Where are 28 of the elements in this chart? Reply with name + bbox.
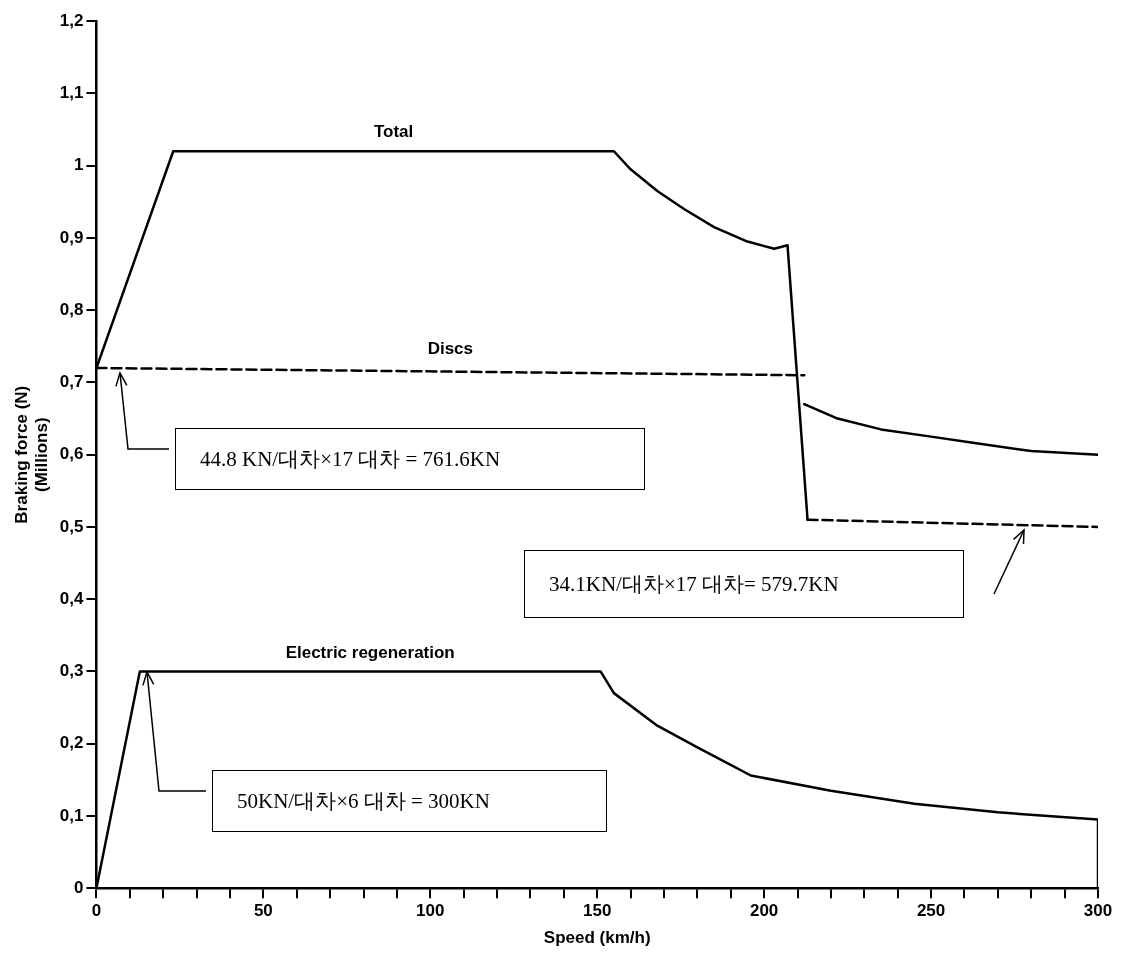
y-tick-label: 0,8	[59, 299, 84, 319]
y-tick-label: 0,3	[59, 661, 84, 681]
x-tick-label: 250	[916, 901, 946, 921]
x-tick-label: 100	[416, 901, 445, 921]
x-tick-label: 150	[583, 901, 612, 921]
x-tick-label: 300	[1083, 901, 1113, 921]
x-tick-label: 200	[749, 901, 779, 921]
x-tick-label: 0	[91, 901, 102, 921]
y-tick-label: 0,7	[59, 372, 84, 392]
x-tick-label: 50	[253, 901, 273, 921]
y-tick-label: 0,9	[59, 227, 84, 247]
y-tick-label: 1,1	[59, 83, 84, 103]
y-tick-label: 0,6	[59, 444, 84, 464]
y-tick-label: 1,2	[59, 10, 84, 30]
y-tick-label: 1	[73, 155, 84, 175]
y-tick-label: 0,5	[59, 516, 84, 536]
y-axis-title: Braking force (N) (Millions)	[11, 385, 52, 524]
annotation: 50KN/대차×6 대차 = 300KN	[237, 788, 490, 814]
y-tick-label: 0	[73, 877, 84, 897]
series-label: Total	[373, 122, 414, 142]
series-label: Discs	[427, 339, 474, 359]
y-tick-label: 0,2	[59, 733, 84, 753]
x-axis-title: Speed (km/h)	[543, 928, 651, 948]
annotation: 44.8 KN/대차×17 대차 = 761.6KN	[200, 446, 501, 472]
series-label: Electric regeneration	[285, 642, 455, 662]
y-tick-label: 0,4	[59, 588, 84, 608]
y-tick-label: 0,1	[59, 805, 84, 825]
annotation: 34.1KN/대차×17 대차= 579.7KN	[549, 571, 839, 597]
